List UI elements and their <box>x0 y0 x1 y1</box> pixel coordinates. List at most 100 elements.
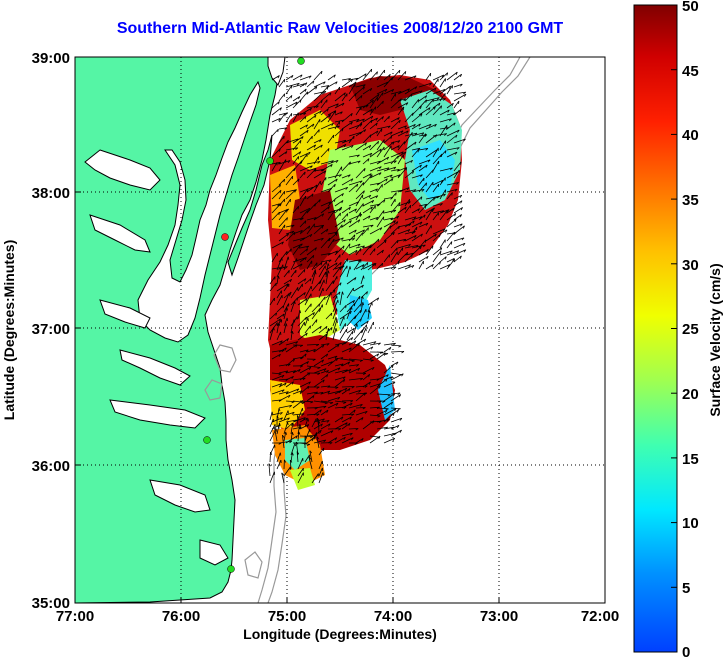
velocity-arrow <box>311 325 322 334</box>
velocity-arrow <box>339 258 348 271</box>
velocity-arrow <box>297 292 306 299</box>
plot-frame <box>74 56 606 604</box>
velocity-arrow-head <box>376 71 378 75</box>
velocity-arrow-head <box>294 443 296 447</box>
velocity-arrow-head <box>412 112 414 116</box>
velocity-arrow-head <box>396 409 399 413</box>
velocity-arrow-head <box>425 99 427 103</box>
velocity-arrow-head <box>319 199 321 203</box>
velocity-arrow <box>292 400 304 409</box>
velocity-arrow <box>276 319 283 327</box>
velocity-arrow-head <box>432 169 434 173</box>
velocity-arrow <box>446 258 455 270</box>
velocity-arrow <box>320 148 330 158</box>
velocity-arrow <box>355 212 361 221</box>
velocity-arrow-head <box>327 263 330 267</box>
velocity-arrow-head <box>444 133 447 136</box>
velocity-arrow-head <box>423 214 426 218</box>
velocity-arrow <box>383 364 394 374</box>
velocity-arrow-head <box>361 438 364 442</box>
velocity-arrow <box>299 116 307 123</box>
x-tick-label: 74:00 <box>374 608 412 625</box>
velocity-arrow <box>313 100 323 109</box>
velocity-arrow-head <box>420 174 423 178</box>
velocity-arrow-head <box>335 160 339 163</box>
velocity-arrow-head <box>319 409 322 413</box>
velocity-arrow-head <box>300 140 302 144</box>
velocity-arrow-head <box>319 429 322 433</box>
velocity-arrow-head <box>368 194 372 198</box>
velocity-arrow <box>397 130 409 137</box>
velocity-arrow <box>425 87 437 95</box>
velocity-arrow-head <box>295 344 298 348</box>
velocity-arrow-head <box>311 136 313 140</box>
velocity-arrow <box>346 315 357 327</box>
velocity-arrow-head <box>330 312 333 317</box>
velocity-arrow <box>439 250 453 256</box>
velocity-arrow <box>334 376 346 381</box>
velocity-arrow-head <box>414 141 417 145</box>
velocity-arrow-head <box>374 248 376 252</box>
velocity-arrow-head <box>292 452 294 456</box>
velocity-arrow <box>376 393 391 396</box>
velocity-arrow-head <box>301 136 304 140</box>
velocity-arrow <box>369 71 378 81</box>
velocity-arrow-head <box>405 167 408 171</box>
velocity-arrow <box>306 144 316 151</box>
velocity-arrow-head <box>283 93 286 97</box>
velocity-arrow-head <box>301 402 305 404</box>
velocity-arrow-head <box>341 265 345 269</box>
velocity-arrow <box>446 102 454 109</box>
velocity-arrow <box>304 454 310 463</box>
velocity-arrow <box>390 409 399 416</box>
velocity-arrow-head <box>286 209 288 213</box>
velocity-arrow <box>278 382 287 388</box>
velocity-arrow <box>411 189 425 193</box>
velocity-arrow-head <box>277 161 281 165</box>
velocity-arrow <box>383 77 393 88</box>
station-marker <box>297 57 305 65</box>
velocity-arrow-head <box>309 107 312 111</box>
velocity-arrow-head <box>327 206 330 210</box>
velocity-arrow <box>278 127 288 130</box>
velocity-arrow <box>367 262 377 271</box>
velocity-arrow-head <box>328 328 330 332</box>
velocity-arrow <box>299 366 312 374</box>
velocity-arrow <box>390 169 400 172</box>
velocity-arrow <box>439 167 453 172</box>
velocity-arrow-head <box>413 216 417 220</box>
velocity-arrow-head <box>346 213 349 217</box>
velocity-arrow <box>334 111 343 116</box>
velocity-arrow <box>313 237 324 242</box>
velocity-arrow-head <box>364 411 368 414</box>
velocity-arrow-head <box>316 413 320 417</box>
velocity-arrow-head <box>410 93 413 97</box>
velocity-arrow <box>292 112 306 116</box>
velocity-arrow <box>334 369 348 374</box>
velocity-arrow-head <box>393 266 397 270</box>
velocity-arrow-head <box>460 207 463 211</box>
velocity-arrow <box>411 147 421 151</box>
velocity-arrow <box>313 224 324 228</box>
velocity-arrow <box>299 361 309 367</box>
velocity-arrow <box>404 132 413 144</box>
velocity-arrow <box>320 259 332 263</box>
velocity-arrow <box>425 106 436 116</box>
velocity-arrow <box>313 144 323 151</box>
velocity-arrow <box>308 456 313 470</box>
velocity-arrow-head <box>438 234 441 238</box>
velocity-arrow <box>339 265 348 278</box>
velocity-arrow <box>397 238 406 242</box>
velocity-arrow <box>311 307 321 320</box>
velocity-arrow-head <box>293 358 295 362</box>
velocity-arrow-head <box>370 119 373 124</box>
velocity-arrow <box>278 93 286 102</box>
velocity-arrow <box>376 352 386 360</box>
velocity-arrow <box>425 72 432 81</box>
velocity-arrow <box>334 224 343 235</box>
velocity-arrow-head <box>425 182 427 186</box>
velocity-arrow-head <box>347 361 351 365</box>
velocity-arrow-head <box>327 148 330 152</box>
velocity-arrow <box>341 358 355 362</box>
velocity-arrow <box>285 422 293 430</box>
